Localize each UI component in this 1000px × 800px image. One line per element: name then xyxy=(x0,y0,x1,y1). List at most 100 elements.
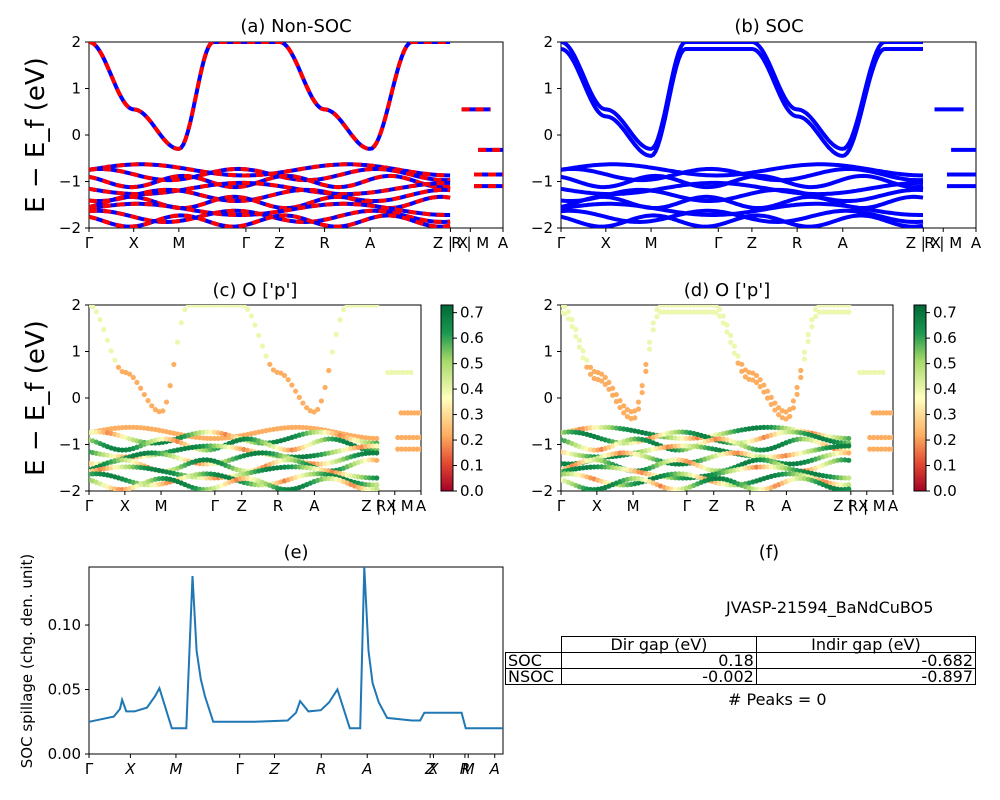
projection-dot xyxy=(794,384,800,391)
projection-dot xyxy=(880,369,886,376)
projection-dot xyxy=(676,435,682,441)
band-line xyxy=(89,187,451,203)
x-tick-label: X xyxy=(129,234,139,252)
projection-dot xyxy=(846,457,852,463)
projection-dot xyxy=(573,326,579,333)
projection-dot xyxy=(728,450,734,456)
projection-dot xyxy=(591,464,597,470)
projection-dot xyxy=(204,471,210,477)
projection-dot xyxy=(846,435,852,442)
y-tick-label: 1 xyxy=(71,80,81,98)
colorbar-tick-label: 0.7 xyxy=(460,304,484,322)
projection-dot xyxy=(720,320,726,326)
projection-dot xyxy=(333,331,339,338)
projection-dot xyxy=(573,333,579,340)
projection-dot xyxy=(418,446,421,452)
projection-dot xyxy=(591,424,597,431)
projection-dot xyxy=(149,450,155,456)
projection-dot xyxy=(204,443,210,449)
projection-dot xyxy=(160,408,166,414)
x-tick-label: R | M xyxy=(848,497,886,515)
projection-dot xyxy=(385,369,391,376)
gap-table-dir-value: -0.002 xyxy=(561,668,757,685)
projection-dot xyxy=(562,461,568,467)
x-tick-label: X xyxy=(124,760,136,778)
projection-dot xyxy=(414,434,420,441)
colorbar-tick-label: 0.0 xyxy=(933,482,957,500)
projection-dot xyxy=(270,367,277,373)
panel-b-title: (b) SOC xyxy=(734,16,803,37)
projection-dot xyxy=(97,317,103,323)
projection-dot xyxy=(676,429,682,435)
projection-dot xyxy=(204,475,210,481)
projection-dot xyxy=(768,454,774,460)
x-tick-label: Γ xyxy=(557,497,566,515)
colorbar-tick-label: 0.6 xyxy=(933,329,957,347)
projection-dot xyxy=(119,447,125,453)
projection-dot xyxy=(569,429,575,435)
projection-dot xyxy=(661,309,667,315)
x-tick-label: A xyxy=(971,234,982,252)
projection-dot xyxy=(735,353,741,359)
projection-dot xyxy=(145,450,151,456)
projection-dot xyxy=(874,446,881,452)
projection-dot xyxy=(621,410,627,416)
x-tick-label: R xyxy=(316,760,326,778)
projection-dot xyxy=(392,369,399,376)
projection-dot xyxy=(296,424,302,430)
projection-dot xyxy=(886,446,892,452)
projection-dot xyxy=(285,457,291,463)
projection-dot xyxy=(672,447,678,453)
projection-dot xyxy=(565,316,571,322)
projection-dot xyxy=(366,450,372,456)
x-tick-label: A xyxy=(489,760,500,778)
projection-dot xyxy=(119,424,125,431)
projection-dot xyxy=(598,424,605,430)
gap-table-header-dir: Dir gap (eV) xyxy=(561,636,757,653)
projection-dot xyxy=(580,355,586,361)
projection-dot xyxy=(326,367,332,374)
projection-dot xyxy=(846,305,852,308)
projection-dot xyxy=(665,309,671,315)
band-line xyxy=(561,201,923,217)
projection-dot xyxy=(141,391,147,398)
projection-dot xyxy=(635,406,642,412)
projection-dot xyxy=(790,429,797,435)
projection-dot xyxy=(809,324,815,330)
projection-dot xyxy=(289,424,295,430)
projection-dot xyxy=(245,306,251,312)
projection-dot xyxy=(584,364,590,370)
projection-dot xyxy=(130,374,136,381)
projection-dot xyxy=(676,475,682,481)
projection-dot xyxy=(311,409,317,415)
projection-dot xyxy=(812,313,819,320)
projection-dot xyxy=(406,446,412,452)
projection-dot xyxy=(340,306,347,313)
projection-dot xyxy=(702,309,708,315)
projection-dot xyxy=(374,435,380,442)
y-tick-label: 2 xyxy=(543,33,553,51)
gap-table-indir-value: -0.897 xyxy=(755,668,977,685)
projection-dot xyxy=(672,475,678,481)
projection-dot xyxy=(171,361,177,368)
projection-dot xyxy=(683,309,690,315)
projection-dot xyxy=(562,429,568,435)
projection-dot xyxy=(783,471,789,477)
projection-dot xyxy=(296,454,302,460)
x-tick-label: A xyxy=(498,234,509,252)
y-tick-label: 1 xyxy=(71,343,81,361)
projection-dot xyxy=(672,471,678,477)
projection-dot xyxy=(776,405,782,411)
projection-dot xyxy=(406,434,412,441)
projection-dot xyxy=(115,464,122,470)
projection-dot xyxy=(565,429,571,435)
projection-dot xyxy=(241,436,247,442)
projection-dot xyxy=(587,464,594,470)
projection-dot xyxy=(846,450,852,456)
projection-dot xyxy=(672,309,678,315)
colorbar-tick-label: 0.2 xyxy=(933,431,957,449)
projection-dot xyxy=(395,446,401,452)
projection-dot xyxy=(126,424,133,430)
